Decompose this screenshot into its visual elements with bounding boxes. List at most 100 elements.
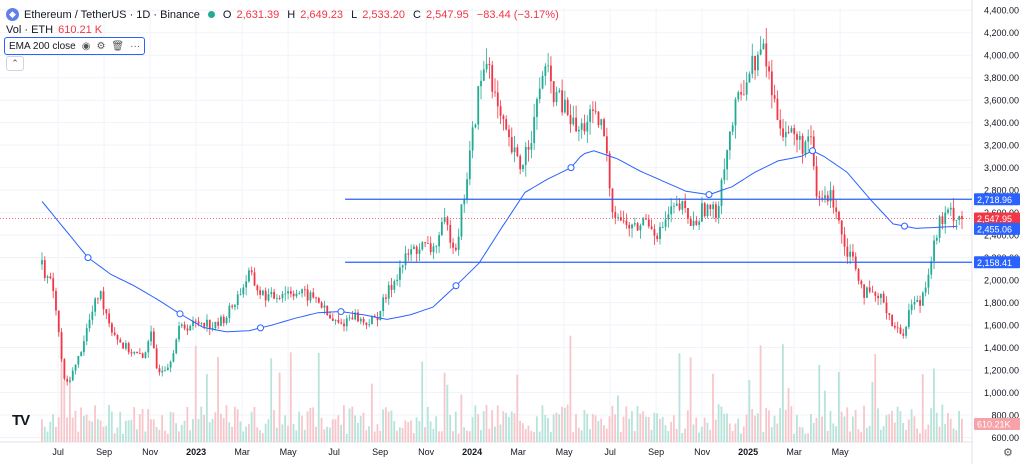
x-tick-label: May bbox=[280, 447, 298, 457]
candle-body bbox=[183, 324, 186, 329]
symbol-title[interactable]: Ethereum / TetherUS · 1D · Binance bbox=[24, 8, 200, 21]
x-tick-label: Nov bbox=[418, 447, 435, 457]
y-tick-label: 4,400.00 bbox=[984, 6, 1019, 16]
more-icon[interactable]: ··· bbox=[130, 40, 141, 52]
indicator-legend[interactable]: EMA 200 close ◉ ⚙ 🗑 ··· bbox=[4, 37, 146, 55]
candle-body bbox=[337, 320, 340, 323]
candle-body bbox=[880, 293, 882, 299]
volume-bar bbox=[868, 425, 871, 442]
candle-body bbox=[586, 121, 589, 132]
candle-body bbox=[298, 293, 301, 294]
candle-body bbox=[600, 119, 603, 126]
candle-body bbox=[158, 368, 161, 373]
trash-icon[interactable]: 🗑 bbox=[111, 40, 125, 52]
volume-bar bbox=[773, 415, 776, 442]
volume-bar bbox=[250, 411, 253, 442]
candle-body bbox=[754, 55, 756, 71]
candle-body bbox=[150, 331, 152, 342]
gear-icon[interactable]: ⚙ bbox=[96, 40, 106, 52]
volume-bar bbox=[63, 381, 66, 442]
volume-bar bbox=[136, 429, 138, 442]
volume-bar bbox=[516, 374, 519, 442]
indicator-label[interactable]: EMA 200 close bbox=[9, 40, 76, 52]
volume-bar bbox=[499, 424, 502, 442]
volume-bar bbox=[217, 357, 219, 442]
volume-bar bbox=[275, 427, 278, 442]
volume-bar bbox=[846, 407, 849, 442]
candle-body bbox=[891, 314, 893, 326]
volume-bar bbox=[891, 410, 893, 442]
volume-bar bbox=[491, 410, 494, 442]
candle-body bbox=[259, 290, 262, 295]
volume-bar bbox=[166, 433, 169, 442]
candle-body bbox=[236, 294, 239, 305]
volume-bar bbox=[871, 381, 874, 442]
candle-body bbox=[768, 66, 770, 72]
volume-bar bbox=[122, 433, 124, 442]
candle-body bbox=[899, 327, 902, 334]
candle-body bbox=[197, 321, 200, 324]
candle-body bbox=[320, 302, 323, 308]
candle-body bbox=[396, 279, 399, 282]
y-tick-label: 3,800.00 bbox=[984, 73, 1019, 83]
candle-body bbox=[882, 293, 885, 303]
volume-bar bbox=[949, 418, 952, 442]
volume-bar bbox=[382, 409, 384, 442]
candle-body bbox=[477, 86, 480, 125]
eye-icon[interactable]: ◉ bbox=[81, 40, 91, 52]
volume-label[interactable]: Vol · ETH bbox=[6, 24, 54, 36]
volume-bar bbox=[225, 405, 228, 442]
tradingview-logo[interactable]: TV bbox=[12, 412, 30, 429]
price-tag-bg bbox=[974, 193, 1020, 206]
candle-body bbox=[645, 218, 647, 220]
axis-settings-gear-icon[interactable]: ⚙ bbox=[1003, 447, 1013, 459]
volume-bar bbox=[941, 404, 944, 442]
candle-body bbox=[513, 147, 516, 153]
volume-bar bbox=[882, 426, 885, 442]
candle-body bbox=[292, 293, 295, 297]
volume-bar bbox=[105, 425, 108, 442]
volume-bar bbox=[194, 345, 197, 442]
volume-bar bbox=[292, 423, 295, 442]
chevron-up-icon[interactable]: ⌃ bbox=[6, 56, 24, 71]
volume-bar bbox=[435, 416, 438, 442]
volume-bar bbox=[527, 425, 530, 442]
candle-body bbox=[765, 43, 768, 67]
volume-bar bbox=[700, 426, 703, 442]
volume-bar bbox=[460, 394, 463, 442]
y-tick-label: 1,200.00 bbox=[984, 366, 1019, 376]
candle-body bbox=[846, 246, 849, 257]
candle-body bbox=[379, 311, 382, 321]
candle-body bbox=[796, 134, 798, 140]
candle-body bbox=[826, 195, 829, 202]
candle-body bbox=[401, 265, 404, 268]
price-tag-bg bbox=[974, 256, 1020, 269]
candle-body bbox=[784, 132, 787, 138]
candle-body bbox=[418, 249, 421, 254]
candle-body bbox=[281, 293, 284, 299]
volume-bar bbox=[589, 429, 591, 442]
volume-bar bbox=[591, 413, 594, 442]
volume-bar bbox=[91, 421, 94, 442]
x-tick-label: 2024 bbox=[462, 447, 482, 457]
low-value: 2,533.20 bbox=[362, 8, 406, 21]
volume-bar bbox=[281, 424, 284, 442]
candle-body bbox=[564, 99, 566, 113]
volume-bar bbox=[253, 406, 256, 442]
candle-body bbox=[961, 216, 963, 219]
candle-body bbox=[348, 317, 351, 319]
candle-body bbox=[491, 65, 494, 92]
volume-bar bbox=[373, 431, 376, 442]
volume-bar bbox=[169, 411, 172, 442]
volume-bar bbox=[119, 411, 122, 442]
candle-body bbox=[326, 305, 329, 315]
candle-body bbox=[301, 289, 303, 294]
candle-body bbox=[729, 131, 731, 151]
candle-body bbox=[141, 353, 144, 358]
candle-body bbox=[597, 111, 600, 126]
volume-bar bbox=[340, 424, 343, 442]
volume-bar bbox=[261, 433, 264, 442]
volume-bar bbox=[650, 429, 653, 442]
volume-bar bbox=[102, 426, 105, 442]
